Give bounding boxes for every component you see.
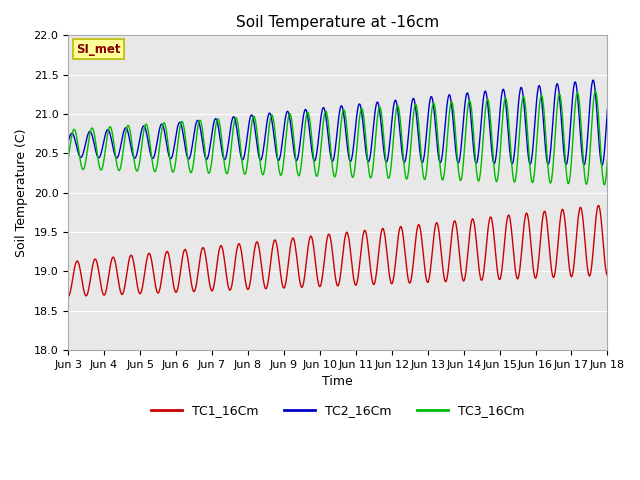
Y-axis label: Soil Temperature (C): Soil Temperature (C) <box>15 129 28 257</box>
Legend: TC1_16Cm, TC2_16Cm, TC3_16Cm: TC1_16Cm, TC2_16Cm, TC3_16Cm <box>146 399 529 422</box>
Text: SI_met: SI_met <box>76 43 121 56</box>
X-axis label: Time: Time <box>323 375 353 388</box>
Title: Soil Temperature at -16cm: Soil Temperature at -16cm <box>236 15 439 30</box>
